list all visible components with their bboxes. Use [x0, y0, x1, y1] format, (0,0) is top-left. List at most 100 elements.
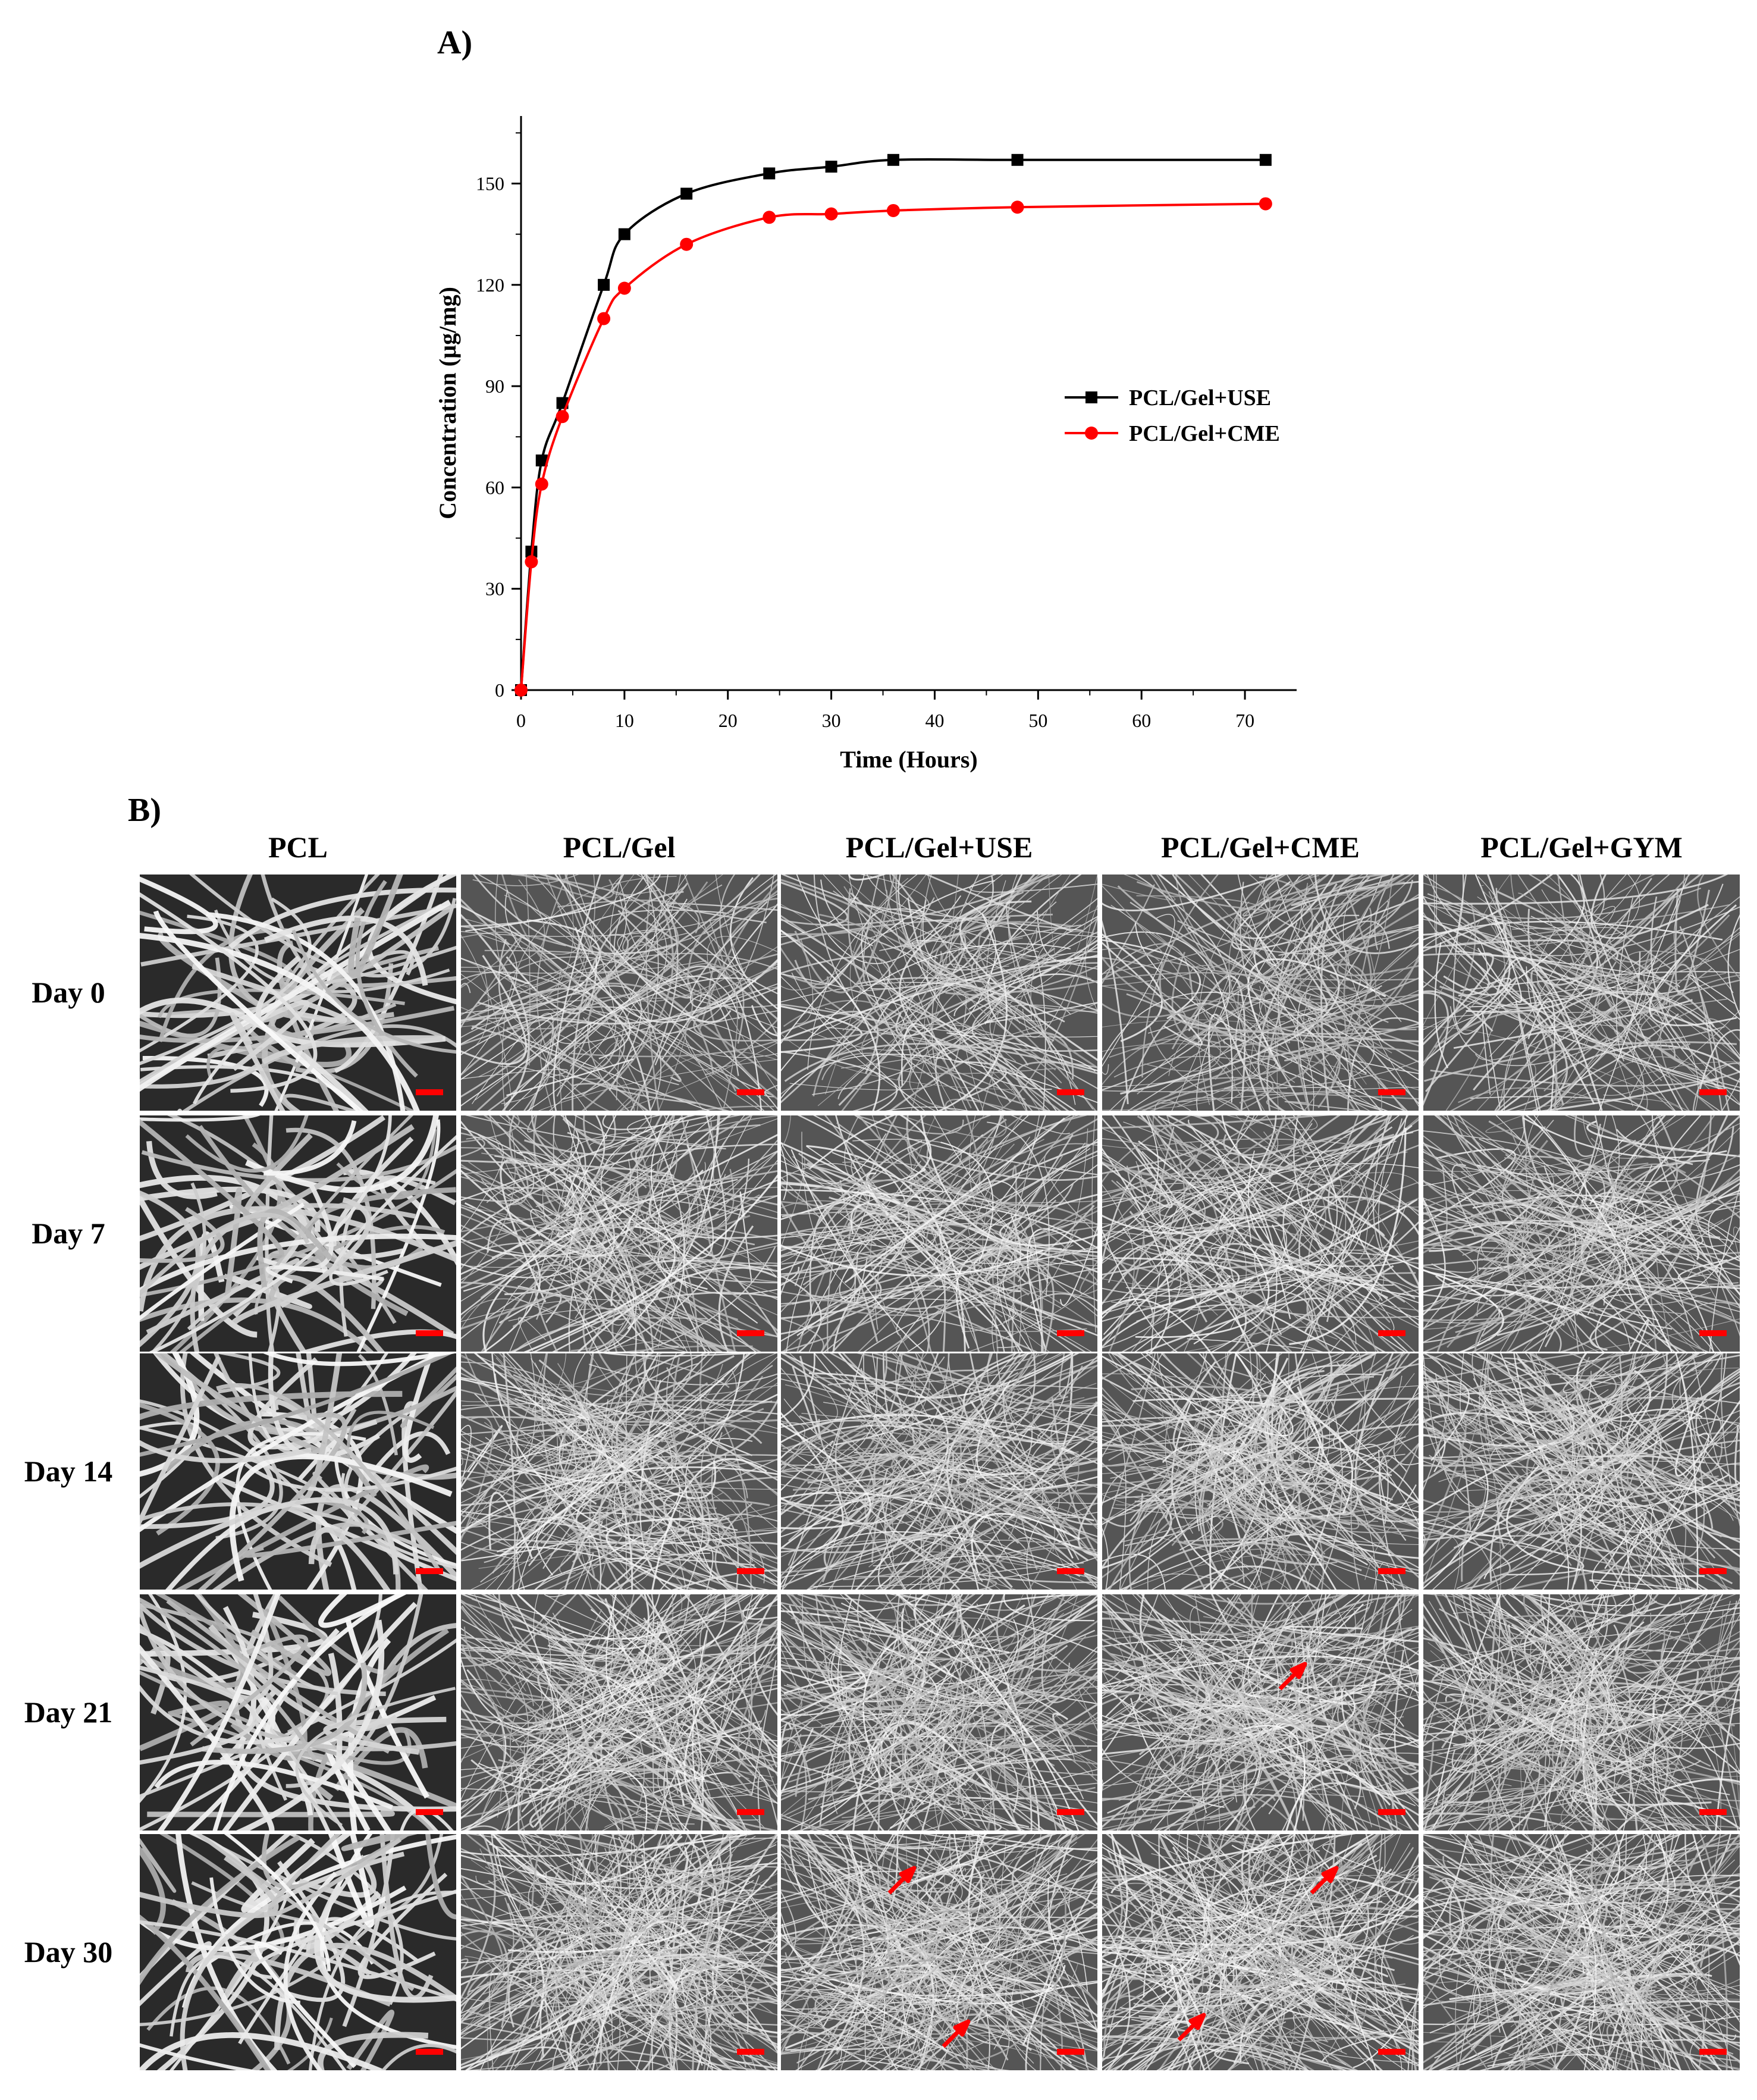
data-point — [763, 167, 776, 180]
y-tick-label: 30 — [485, 578, 504, 600]
y-tick-label: 0 — [495, 679, 504, 701]
data-point — [535, 477, 548, 491]
x-tick-label: 50 — [1028, 710, 1047, 731]
legend-marker — [1085, 427, 1098, 440]
sem-image — [461, 1115, 777, 1352]
sem-image — [461, 875, 777, 1111]
scale-bar — [1378, 1089, 1405, 1095]
fiber-texture — [1423, 875, 1740, 1111]
scale-bar — [1057, 1089, 1084, 1095]
legend-label: PCL/Gel+USE — [1129, 385, 1271, 410]
data-point — [825, 161, 837, 173]
scale-bar — [737, 1568, 764, 1574]
sem-image — [1423, 1834, 1740, 2070]
scale-bar — [416, 1568, 443, 1574]
series-line — [520, 202, 1266, 691]
scale-bar — [416, 2049, 443, 2055]
scale-bar — [1057, 1809, 1084, 1815]
x-tick-label: 0 — [516, 710, 526, 731]
sem-image — [140, 875, 456, 1111]
data-point — [763, 211, 776, 224]
series-1 — [514, 197, 1272, 697]
x-tick-label: 30 — [822, 710, 841, 731]
fiber-texture — [140, 1115, 456, 1352]
x-tick-label: 20 — [719, 710, 738, 731]
fiber-texture — [1102, 1594, 1419, 1831]
fiber-texture — [1102, 1834, 1419, 2070]
scale-bar — [1699, 2049, 1727, 2055]
fiber-texture — [1423, 1594, 1740, 1831]
data-point — [598, 278, 610, 291]
data-point — [1259, 153, 1272, 166]
data-point — [617, 281, 631, 295]
sem-image — [1102, 1353, 1419, 1590]
scale-bar — [1057, 2049, 1084, 2055]
scale-bar — [416, 1330, 443, 1336]
fiber-texture — [781, 1834, 1097, 2070]
sem-image — [781, 875, 1097, 1111]
fiber-texture — [1423, 1834, 1740, 2070]
sem-image — [1423, 1115, 1740, 1352]
scale-bar — [416, 1809, 443, 1815]
panel-b-label: B) — [128, 792, 161, 829]
scale-bar — [1378, 1809, 1405, 1815]
sem-image — [140, 1115, 456, 1352]
x-tick-label: 70 — [1235, 710, 1254, 731]
scale-bar — [1699, 1330, 1727, 1336]
sem-image — [1102, 875, 1419, 1111]
data-point — [1259, 197, 1272, 211]
column-header: PCL/Gel+USE — [845, 830, 1033, 864]
sem-image — [1423, 875, 1740, 1111]
row-label: Day 21 — [24, 1695, 113, 1729]
scale-bar — [1057, 1330, 1084, 1336]
fiber-texture — [1102, 1353, 1419, 1590]
row-label: Day 30 — [24, 1935, 113, 1969]
sem-image — [1423, 1594, 1740, 1831]
data-point — [1011, 200, 1024, 214]
sem-image — [781, 1594, 1097, 1831]
red-arrow-icon — [1310, 1866, 1339, 1895]
column-header: PCL — [268, 830, 328, 864]
data-point — [886, 203, 900, 217]
fiber-texture — [461, 1353, 777, 1590]
data-point — [618, 228, 630, 240]
release-chart: 0 10 20 30 40 50 60 70 0 30 60 90 120 150 Time (Hours)… — [434, 116, 1297, 773]
fiber-texture — [781, 1115, 1097, 1352]
fiber-texture — [781, 1594, 1097, 1831]
sem-image — [781, 1834, 1097, 2070]
sem-image — [1423, 1353, 1740, 1590]
fiber-texture — [140, 875, 456, 1111]
y-tick-label: 60 — [485, 477, 504, 498]
scale-bar — [1378, 1568, 1405, 1574]
red-arrow-icon — [942, 2019, 971, 2048]
fiber-texture — [461, 1594, 777, 1831]
column-header: PCL/Gel+GYM — [1480, 830, 1683, 864]
sem-image — [781, 1115, 1097, 1352]
scale-bar — [737, 2049, 764, 2055]
data-point — [514, 684, 528, 697]
fiber-texture — [1102, 1115, 1419, 1352]
column-header: PCL/Gel+CME — [1160, 830, 1360, 864]
fiber-texture — [461, 1115, 777, 1352]
scale-bar — [737, 1809, 764, 1815]
sem-image — [461, 1353, 777, 1590]
fiber-texture — [1423, 1115, 1740, 1352]
scale-bar — [1378, 2049, 1405, 2055]
panel-a-label: A) — [437, 24, 473, 61]
sem-image — [1102, 1594, 1419, 1831]
data-point — [887, 153, 899, 166]
y-tick-label: 150 — [476, 173, 504, 195]
fiber-texture — [140, 1353, 456, 1590]
fiber-texture — [140, 1834, 456, 2070]
x-axis-label: Time (Hours) — [840, 746, 977, 773]
data-point — [597, 312, 611, 325]
x-tick-label: 40 — [925, 710, 944, 731]
y-tick-label: 120 — [476, 274, 504, 296]
fiber-texture — [140, 1594, 456, 1831]
fiber-texture — [1423, 1353, 1740, 1590]
sem-image — [140, 1594, 456, 1831]
column-header: PCL/Gel — [563, 830, 676, 864]
y-axis-label: Concentration (µg/mg) — [434, 287, 461, 519]
sem-image — [461, 1834, 777, 2070]
data-point — [824, 207, 838, 221]
